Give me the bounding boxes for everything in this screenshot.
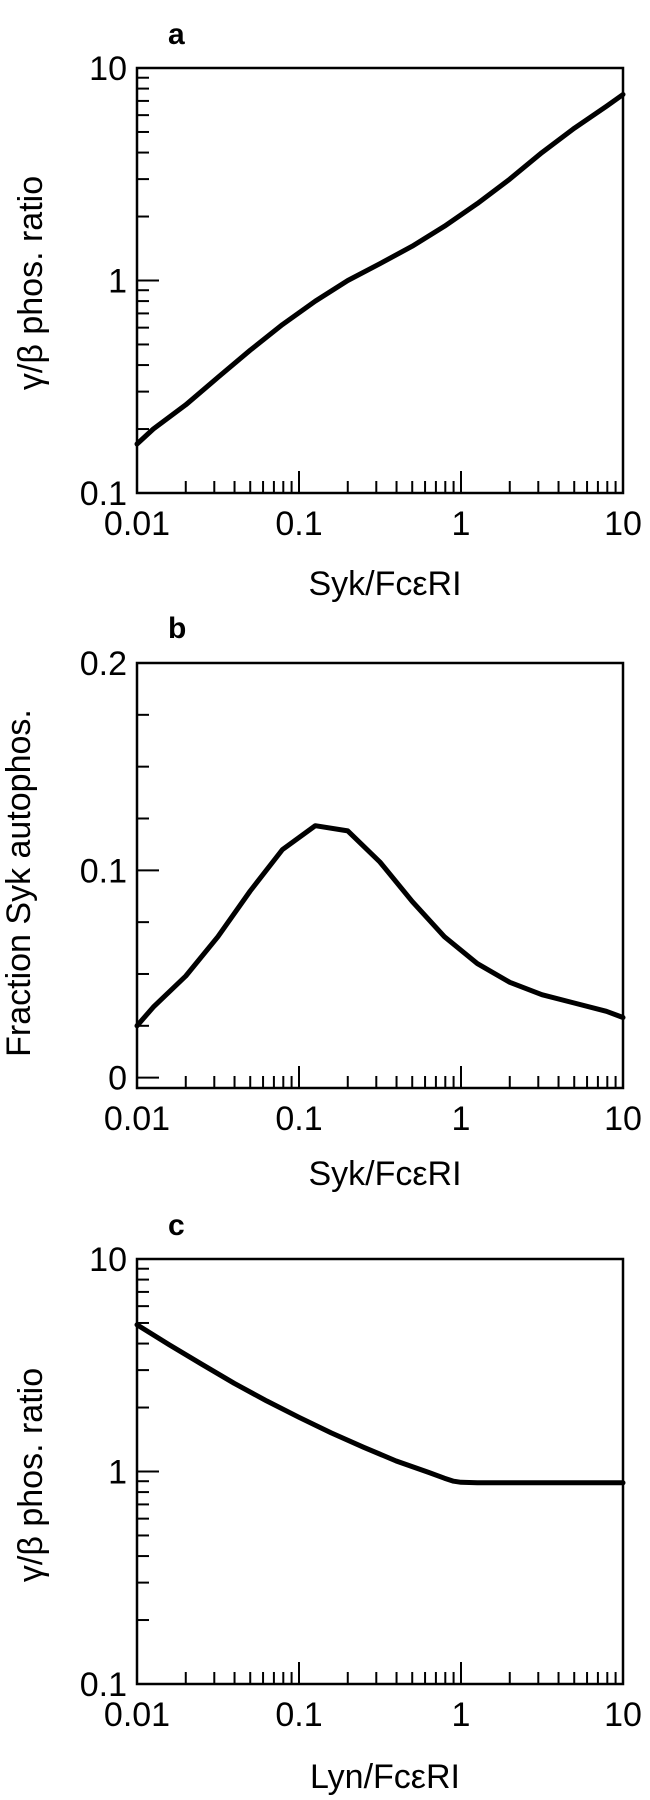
panel-a-series-line	[134, 92, 626, 447]
panel-b-y-tick-label: 0	[108, 1060, 127, 1098]
panel-c: c Lyn/FcεRI γ/β phos. ratio 0.01 0.1 1 100.…	[12, 1209, 642, 1796]
panel-c-y-tick-label: 10	[89, 1241, 127, 1279]
panel-b: b Syk/FcεRI Fraction Syk autophos. 0.01 0…	[0, 612, 642, 1193]
panel-a-letter: a	[168, 18, 185, 51]
panel-a-x-axis-label: Syk/FcεRI	[308, 565, 461, 603]
panel-c-x-tick-label: 0.01	[104, 1696, 170, 1734]
panel-a-x-tick-label: 0.01	[104, 505, 170, 543]
panel-c-x-tick-label: 0.1	[275, 1696, 322, 1734]
panel-c-frame	[135, 1257, 625, 1686]
panel-c-y-axis-label: γ/β phos. ratio	[12, 1368, 50, 1582]
panel-b-letter: b	[168, 612, 186, 645]
panel-b-x-tick-label: 0.01	[104, 1100, 170, 1138]
panel-b-y-tick-label: 0.2	[80, 645, 127, 683]
panel-b-y-tick-label: 0.1	[80, 852, 127, 890]
panel-a-y-tick-label: 0.1	[80, 475, 127, 513]
panel-b-x-tick-label: 1	[452, 1100, 471, 1138]
panel-a-x-tick-label: 1	[452, 505, 471, 543]
panel-a-frame	[135, 66, 625, 495]
panel-a-y-axis-label: γ/β phos. ratio	[12, 176, 50, 390]
panel-c-x-axis-label: Lyn/FcεRI	[310, 1758, 460, 1796]
panel-c-x-tick-label: 1	[452, 1696, 471, 1734]
panel-b-frame	[135, 661, 625, 1090]
panel-a-x-tick-label: 10	[604, 505, 642, 543]
panel-a-y-tick-label: 1	[108, 263, 127, 301]
panel-c-y-tick-label: 1	[108, 1454, 127, 1492]
panel-b-x-axis-label: Syk/FcεRI	[308, 1155, 461, 1193]
panel-b-y-axis-label: Fraction Syk autophos.	[0, 709, 38, 1057]
panel-c-series-line	[134, 1322, 626, 1486]
panel-c-letter: c	[168, 1209, 185, 1242]
panel-a: a Syk/FcεRI γ/β phos. ratio 0.01 0.1 1 100.…	[12, 18, 642, 603]
panel-c-x-tick-label: 10	[604, 1696, 642, 1734]
panel-a-y-tick-label: 10	[89, 50, 127, 88]
panel-c-y-tick-label: 0.1	[80, 1666, 127, 1704]
panel-b-x-tick-label: 0.1	[275, 1100, 322, 1138]
panel-b-series-line	[134, 823, 626, 1029]
panel-b-x-tick-label: 10	[604, 1100, 642, 1138]
panel-a-x-tick-label: 0.1	[275, 505, 322, 543]
